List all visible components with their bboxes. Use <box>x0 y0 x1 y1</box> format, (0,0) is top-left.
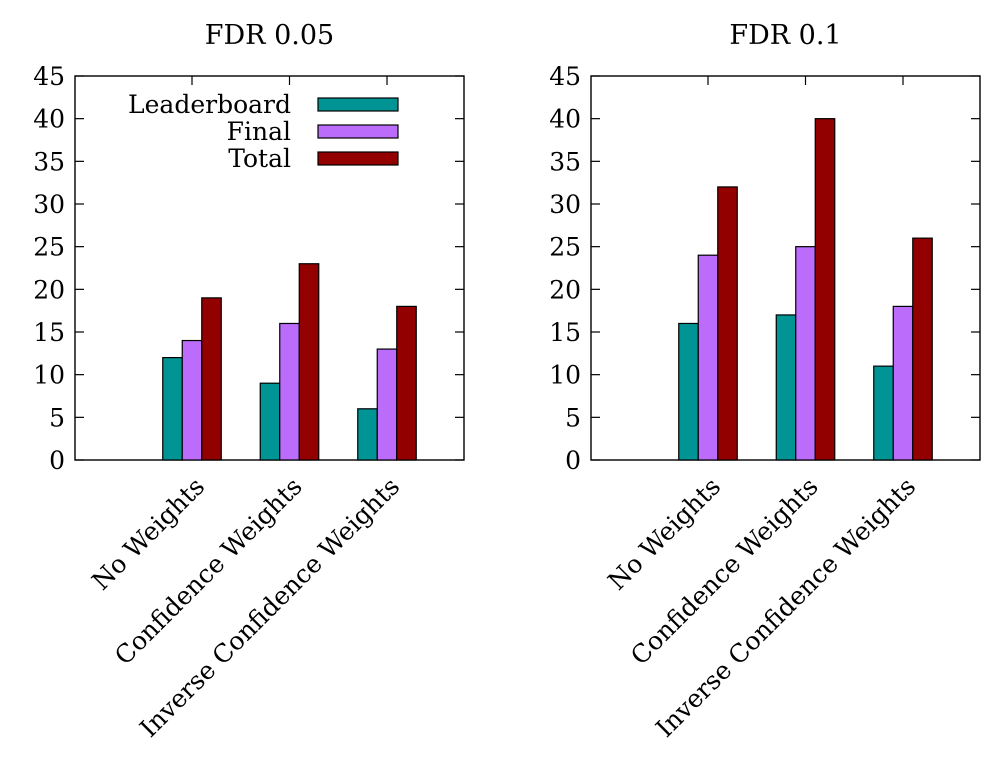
bar-leaderboard-confidence-weights <box>775 314 797 461</box>
bar-total-no-weights <box>717 186 738 461</box>
legend-label-leaderboard: Leaderboard <box>128 90 291 119</box>
legend-swatch-final <box>317 124 399 139</box>
y-tick-label: 10 <box>549 361 581 390</box>
bar-leaderboard-inverse-confidence-weights <box>357 408 378 461</box>
bar-final-inverse-confidence-weights <box>892 305 914 461</box>
bar-leaderboard-inverse-confidence-weights <box>873 365 894 461</box>
y-tick-label: 20 <box>33 275 65 304</box>
bar-total-no-weights <box>201 297 222 461</box>
y-tick-label: 30 <box>549 190 581 219</box>
y-tick-label: 40 <box>549 105 581 134</box>
y-tick-label: 15 <box>549 318 581 347</box>
bar-leaderboard-no-weights <box>678 322 699 461</box>
x-category-label: Confidence Weights <box>109 472 308 671</box>
bar-final-no-weights <box>697 254 719 461</box>
legend-label-total: Total <box>228 144 291 173</box>
y-tick-label: 0 <box>49 446 65 475</box>
chart-title: FDR 0.1 <box>729 20 841 51</box>
bar-leaderboard-no-weights <box>162 357 183 461</box>
legend-swatch-total <box>317 151 399 166</box>
y-tick-label: 5 <box>49 403 65 432</box>
y-tick-label: 25 <box>33 233 65 262</box>
chart-title: FDR 0.05 <box>205 20 334 51</box>
y-tick-label: 35 <box>549 147 581 176</box>
legend-swatch-leaderboard <box>317 97 399 112</box>
y-tick-label: 40 <box>33 105 65 134</box>
bar-final-confidence-weights <box>279 322 300 461</box>
x-category-label: Confidence Weights <box>625 472 824 671</box>
y-tick-label: 15 <box>33 318 65 347</box>
y-tick-label: 35 <box>33 147 65 176</box>
y-tick-label: 45 <box>549 62 581 91</box>
bar-final-inverse-confidence-weights <box>376 348 398 461</box>
bar-final-no-weights <box>181 339 203 461</box>
y-tick-label: 10 <box>33 361 65 390</box>
bar-final-confidence-weights <box>795 246 816 461</box>
y-tick-label: 5 <box>565 403 581 432</box>
y-tick-label: 45 <box>33 62 65 91</box>
y-tick-label: 20 <box>549 275 581 304</box>
y-tick-label: 25 <box>549 233 581 262</box>
legend-label-final: Final <box>227 117 291 146</box>
bar-total-inverse-confidence-weights <box>912 237 933 461</box>
bar-total-inverse-confidence-weights <box>396 305 417 461</box>
bar-total-confidence-weights <box>298 263 320 461</box>
bar-total-confidence-weights <box>814 118 836 461</box>
y-tick-label: 30 <box>33 190 65 219</box>
bar-leaderboard-confidence-weights <box>259 382 281 461</box>
y-tick-label: 0 <box>565 446 581 475</box>
